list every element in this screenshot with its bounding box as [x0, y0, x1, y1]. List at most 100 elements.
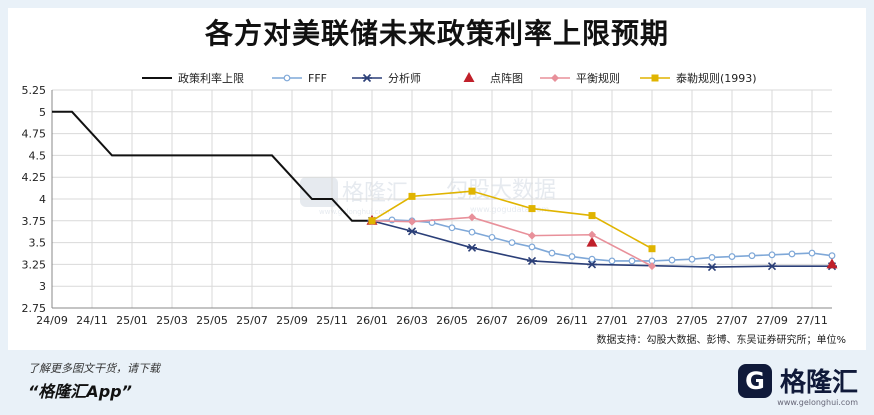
x-tick-label: 27/09: [756, 314, 788, 327]
watermark-site: www.gelonghui.com: [319, 208, 390, 216]
data-point: [628, 257, 636, 265]
y-tick-label: 3.5: [29, 237, 47, 250]
x-tick-label: 25/03: [156, 314, 188, 327]
data-point: [767, 262, 777, 271]
y-tick-label: 3.25: [22, 258, 47, 271]
data-point: [528, 231, 536, 240]
x-tick-label: 26/11: [556, 314, 588, 327]
series-2: [367, 216, 837, 272]
legend-label: 政策利率上限: [178, 71, 244, 85]
y-tick-label: 3: [39, 280, 46, 293]
brand-logo[interactable]: G 格隆汇: [737, 362, 858, 399]
data-point: [407, 227, 417, 236]
data-point: [648, 245, 656, 253]
data-point: [808, 249, 816, 257]
data-point: [468, 228, 476, 236]
data-point: [707, 262, 717, 272]
data-point: [468, 187, 476, 195]
x-tick-label: 26/03: [396, 314, 428, 327]
chart-grid: [51, 89, 832, 309]
legend-swatch-marker: [362, 73, 372, 83]
chart-svg: 格隆汇 www.gelonghui.com 勾股大数据 www.gogudata…: [22, 71, 838, 327]
data-point: [828, 252, 836, 260]
logo-icon: G: [737, 363, 772, 398]
x-tick-label: 25/11: [316, 314, 348, 327]
x-tick-label: 26/07: [476, 314, 508, 327]
x-tick-label: 27/05: [676, 314, 708, 327]
data-point: [508, 239, 516, 247]
series-line: [371, 190, 653, 250]
data-point: [748, 252, 756, 260]
chart-series: [52, 110, 838, 272]
x-tick-label: 27/03: [636, 314, 668, 327]
chart-legend: 政策利率上限 FFF 分析师 点阵图 平衡规则 泰勒规则(1993): [142, 71, 757, 85]
data-point: [668, 256, 676, 264]
x-tick-label: 26/01: [356, 314, 388, 327]
data-point: [826, 258, 838, 269]
data-point: [648, 262, 656, 271]
data-point: [448, 224, 456, 232]
data-point: [528, 243, 536, 251]
data-point: [588, 230, 596, 239]
data-point: [586, 236, 598, 247]
data-point: [488, 233, 496, 241]
brand-site: www.gelonghui.com: [777, 398, 858, 407]
series-5: [368, 187, 656, 253]
data-point: [728, 253, 736, 260]
legend-item: 平衡规则: [540, 71, 620, 85]
data-point: [528, 205, 536, 213]
x-tick-label: 25/05: [196, 314, 228, 327]
data-point: [608, 257, 616, 265]
legend-swatch-marker: [463, 72, 475, 82]
series-0: [52, 110, 372, 222]
y-tick-label: 5.25: [22, 84, 47, 97]
series-line: [371, 220, 832, 268]
data-point: [468, 213, 476, 222]
data-point: [788, 250, 796, 258]
data-point: [768, 251, 776, 259]
legend-item: 政策利率上限: [142, 71, 244, 85]
legend-label: 泰勒规则(1993): [676, 71, 757, 85]
x-tick-label: 27/01: [596, 314, 628, 327]
watermark-name: 格隆汇: [342, 181, 408, 206]
chart-title: 各方对美联储未来政策利率上限预期: [204, 17, 669, 50]
data-point: [587, 260, 597, 269]
y-tick-label: 3.75: [22, 215, 47, 228]
x-tick-label: 26/05: [436, 314, 468, 327]
x-tick-label: 27/11: [796, 314, 828, 327]
y-tick-label: 4: [39, 193, 46, 206]
data-point: [408, 192, 416, 200]
x-tick-label: 25/09: [276, 314, 308, 327]
data-point: [368, 217, 376, 225]
series-line: [371, 216, 653, 267]
x-tick-label: 24/09: [36, 314, 68, 327]
brand-name: 格隆汇: [779, 368, 858, 398]
legend-item: 点阵图: [463, 71, 523, 85]
legend-swatch-marker: [551, 74, 559, 82]
y-tick-label: 5: [39, 106, 46, 119]
legend-swatch-marker: [283, 74, 291, 82]
x-tick-label: 25/07: [236, 314, 268, 327]
chart-axes: 2.75 3 3.25 3.5 3.75 4 4.25 4.5 4.75 5 5.25 24/09 24…: [22, 84, 832, 327]
watermark-site2: www.gogudata.com: [470, 205, 549, 214]
y-tick-label: 4.25: [22, 171, 47, 184]
footer-note: 了解更多图文干货，请下载: [28, 362, 160, 375]
data-point: [588, 255, 596, 263]
y-tick-label: 4.5: [29, 149, 47, 162]
x-tick-label: 24/11: [76, 314, 108, 327]
footer-app-name[interactable]: “格隆汇App”: [28, 382, 132, 401]
legend-label: 分析师: [388, 71, 421, 85]
data-point: [527, 256, 537, 265]
y-tick-label: 4.75: [22, 128, 47, 141]
legend-item: FFF: [272, 72, 327, 85]
x-tick-label: 26/09: [516, 314, 548, 327]
legend-swatch-marker: [651, 74, 659, 82]
legend-item: 分析师: [352, 71, 421, 85]
legend-label: FFF: [308, 72, 327, 85]
legend-label: 点阵图: [490, 71, 523, 85]
data-point: [568, 253, 576, 260]
x-tick-label: 25/01: [116, 314, 148, 327]
data-point: [588, 212, 596, 220]
legend-item: 泰勒规则(1993): [640, 71, 757, 85]
